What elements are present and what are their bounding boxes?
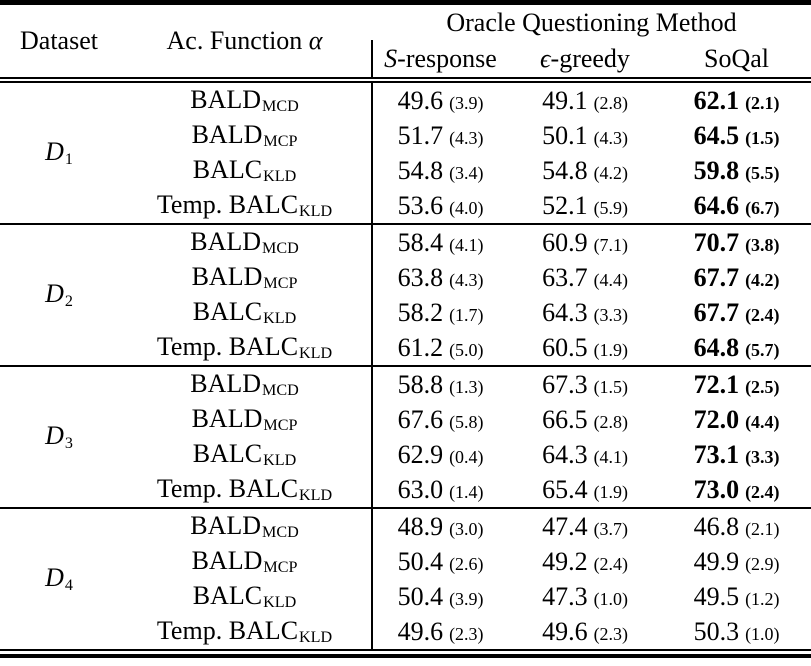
value-cell: 64.3 (4.1): [542, 439, 628, 469]
value-cell: 62.1 (2.1): [662, 79, 811, 118]
table-row: D2 BALDMCD 58.4 (4.1) 60.9 (7.1) 70.7 (3.8): [0, 223, 811, 366]
value-cell: 49.1 (2.8): [508, 79, 662, 118]
acq-function-label: BALDMCD: [118, 365, 372, 402]
dataset-label-d3: D3: [0, 365, 118, 508]
value-cell: 49.5 (1.2): [693, 581, 780, 611]
value-cell: 63.8 (4.3): [371, 260, 508, 295]
table-row: BALDMCP 50.4 (2.6) 49.2 (2.4) 49.9 (2.9): [0, 544, 811, 579]
table-row: BALDMCP 63.8 (4.3) 63.7 (4.4) 67.7 (4.2): [0, 260, 811, 295]
acq-function-label: BALDMCD: [118, 223, 372, 260]
value-cell: 70.7 (3.8): [662, 223, 811, 260]
value-cell: 72.1 (2.5): [662, 365, 811, 402]
value-cell: 49.6 (2.3): [542, 616, 628, 646]
col-header-soqal: SoQal: [662, 40, 811, 83]
value-cell: 64.5 (1.5): [693, 120, 780, 150]
table-row: BALCKLD 50.4 (3.9) 47.3 (1.0) 49.5 (1.2): [0, 579, 811, 614]
acq-function-label: Temp. BALCKLD: [156, 189, 333, 221]
value-cell: 67.6 (5.8): [371, 402, 508, 437]
acq-function-label: BALCKLD: [192, 154, 297, 186]
value-cell: 64.6 (6.7): [693, 190, 780, 220]
value-cell: 54.8 (3.4): [371, 153, 508, 188]
value-cell: 60.9 (7.1): [508, 223, 662, 260]
bottom-double-rule: [0, 651, 811, 658]
value-cell: 58.4 (4.1): [371, 223, 508, 260]
table-row: BALCKLD 58.2 (1.7) 64.3 (3.3) 67.7 (2.4): [0, 295, 811, 330]
value-cell: 47.3 (1.0): [542, 581, 628, 611]
value-cell: 58.8 (1.3): [371, 365, 508, 402]
acq-function-label: BALCKLD: [192, 296, 297, 328]
acq-function-label: Temp. BALCKLD: [156, 331, 333, 363]
function-column-header: Ac. Function α: [118, 2, 372, 83]
acq-function-label: Temp. BALCKLD: [156, 473, 333, 505]
acq-function-label: BALDMCD: [118, 507, 372, 544]
value-cell: 60.5 (1.9): [542, 332, 628, 362]
acq-function-label: BALDMCD: [118, 79, 372, 118]
value-cell: 49.9 (2.9): [693, 546, 780, 576]
acq-function-label: BALDMCP: [191, 261, 298, 293]
value-cell: 67.7 (2.4): [693, 297, 780, 327]
value-cell: 47.4 (3.7): [508, 507, 662, 544]
value-cell: 50.1 (4.3): [542, 120, 628, 150]
col-header-epsilon-greedy: ϵ-greedy: [508, 40, 662, 83]
value-cell: 50.4 (2.6): [371, 544, 508, 579]
header-row-1: Dataset Ac. Function α Oracle Questionin…: [0, 2, 811, 83]
value-cell: 52.1 (5.9): [542, 190, 628, 220]
value-cell: 54.8 (4.2): [542, 155, 628, 185]
value-cell: 67.3 (1.5): [508, 365, 662, 402]
value-cell: 50.3 (1.0): [693, 616, 780, 646]
value-cell: 73.1 (3.3): [693, 439, 780, 469]
value-cell: 49.2 (2.4): [542, 546, 628, 576]
value-cell: 48.9 (3.0): [371, 507, 508, 544]
value-cell: 53.6 (4.0): [371, 188, 508, 224]
value-cell: 58.2 (1.7): [371, 295, 508, 330]
acq-function-label: Temp. BALCKLD: [156, 615, 333, 647]
table-row: Temp. BALCKLD 49.6 (2.3) 49.6 (2.3) 50.3 (1…: [0, 614, 811, 650]
value-cell: 62.9 (0.4): [371, 437, 508, 472]
header-row-2: S-response ϵ-greedy SoQal: [0, 40, 811, 83]
value-cell: 66.5 (2.8): [542, 404, 628, 434]
table-row: BALDMCP 67.6 (5.8) 66.5 (2.8) 72.0 (4.4): [0, 402, 811, 437]
acq-function-label: BALDMCP: [191, 545, 298, 577]
dataset-label-d2: D2: [0, 223, 118, 366]
table-row: BALCKLD 54.8 (3.4) 54.8 (4.2) 59.8 (5.5): [0, 153, 811, 188]
value-cell: 64.3 (3.3): [542, 297, 628, 327]
acq-function-label: BALCKLD: [192, 580, 297, 612]
dataset-column-header: Dataset: [0, 2, 118, 83]
value-cell: 63.7 (4.4): [542, 262, 628, 292]
value-cell: 49.6 (3.9): [371, 79, 508, 118]
value-cell: 51.7 (4.3): [371, 118, 508, 153]
value-cell: 72.0 (4.4): [693, 404, 780, 434]
results-table: Dataset Ac. Function α Oracle Questionin…: [0, 0, 811, 651]
value-cell: 61.2 (5.0): [371, 330, 508, 366]
table-row: D4 BALDMCD 48.9 (3.0) 47.4 (3.7) 46.8 (2.1): [0, 507, 811, 650]
table-row: BALDMCP 51.7 (4.3) 50.1 (4.3) 64.5 (1.5): [0, 118, 811, 153]
acq-function-label: BALCKLD: [192, 438, 297, 470]
table-row: Temp. BALCKLD 63.0 (1.4) 65.4 (1.9) 73.0 (2…: [0, 472, 811, 508]
value-cell: 50.4 (3.9): [371, 579, 508, 614]
value-cell: 65.4 (1.9): [542, 474, 628, 504]
table-row: BALCKLD 62.9 (0.4) 64.3 (4.1) 73.1 (3.3): [0, 437, 811, 472]
value-cell: 64.8 (5.7): [693, 332, 780, 362]
value-cell: 49.6 (2.3): [371, 614, 508, 650]
acq-function-label: BALDMCP: [191, 403, 298, 435]
alpha-symbol: α: [308, 26, 323, 55]
value-cell: 46.8 (2.1): [662, 507, 811, 544]
dataset-label-d1: D1: [0, 79, 118, 224]
value-cell: 59.8 (5.5): [693, 155, 780, 185]
col-header-s-response: S-response: [371, 40, 508, 83]
table-row: D3 BALDMCD 58.8 (1.3) 67.3 (1.5) 72.1 (2.5): [0, 365, 811, 508]
value-cell: 73.0 (2.4): [693, 474, 780, 504]
value-cell: 67.7 (4.2): [693, 262, 780, 292]
table-row: Temp. BALCKLD 53.6 (4.0) 52.1 (5.9) 64.6 (6…: [0, 188, 811, 224]
acq-function-label: BALDMCP: [191, 119, 298, 151]
table-row: Temp. BALCKLD 61.2 (5.0) 60.5 (1.9) 64.8 (5…: [0, 330, 811, 366]
table-row: D1 BALDMCD 49.6 (3.9) 49.1 (2.8) 62.1 (2.1): [0, 79, 811, 224]
dataset-label-d4: D4: [0, 507, 118, 650]
oracle-group-header: Oracle Questioning Method: [446, 7, 737, 37]
value-cell: 63.0 (1.4): [371, 472, 508, 508]
